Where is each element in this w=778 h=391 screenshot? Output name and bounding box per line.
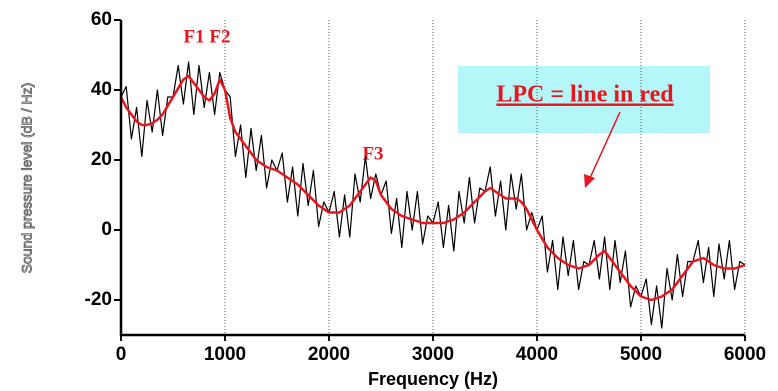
x-tick-label: 4000	[516, 344, 558, 365]
series-line	[119, 74, 746, 302]
y-axis-label: Sound pressure level (dB / Hz)	[19, 83, 35, 274]
x-tick-label: 2000	[308, 344, 350, 365]
x-tick-label: 5000	[620, 344, 662, 365]
formant-label: F1 F2	[184, 26, 231, 47]
x-tick-label: 1000	[204, 344, 246, 365]
note-text: LPC = line in red	[496, 82, 674, 108]
y-tick-label: 40	[91, 79, 112, 100]
arrow	[589, 111, 621, 179]
x-tick-label: 0	[116, 344, 127, 365]
x-axis-label: Frequency (Hz)	[368, 369, 498, 389]
x-tick-label: 3000	[412, 344, 454, 365]
note-box	[458, 66, 710, 133]
formant-label: F3	[362, 143, 383, 164]
y-tick-label: -20	[85, 289, 112, 310]
y-tick-label: 60	[91, 9, 112, 30]
y-tick-label: 0	[101, 219, 112, 240]
x-tick-label: 6000	[724, 344, 766, 365]
y-tick-label: 20	[91, 149, 112, 170]
arrow-head	[584, 174, 595, 188]
